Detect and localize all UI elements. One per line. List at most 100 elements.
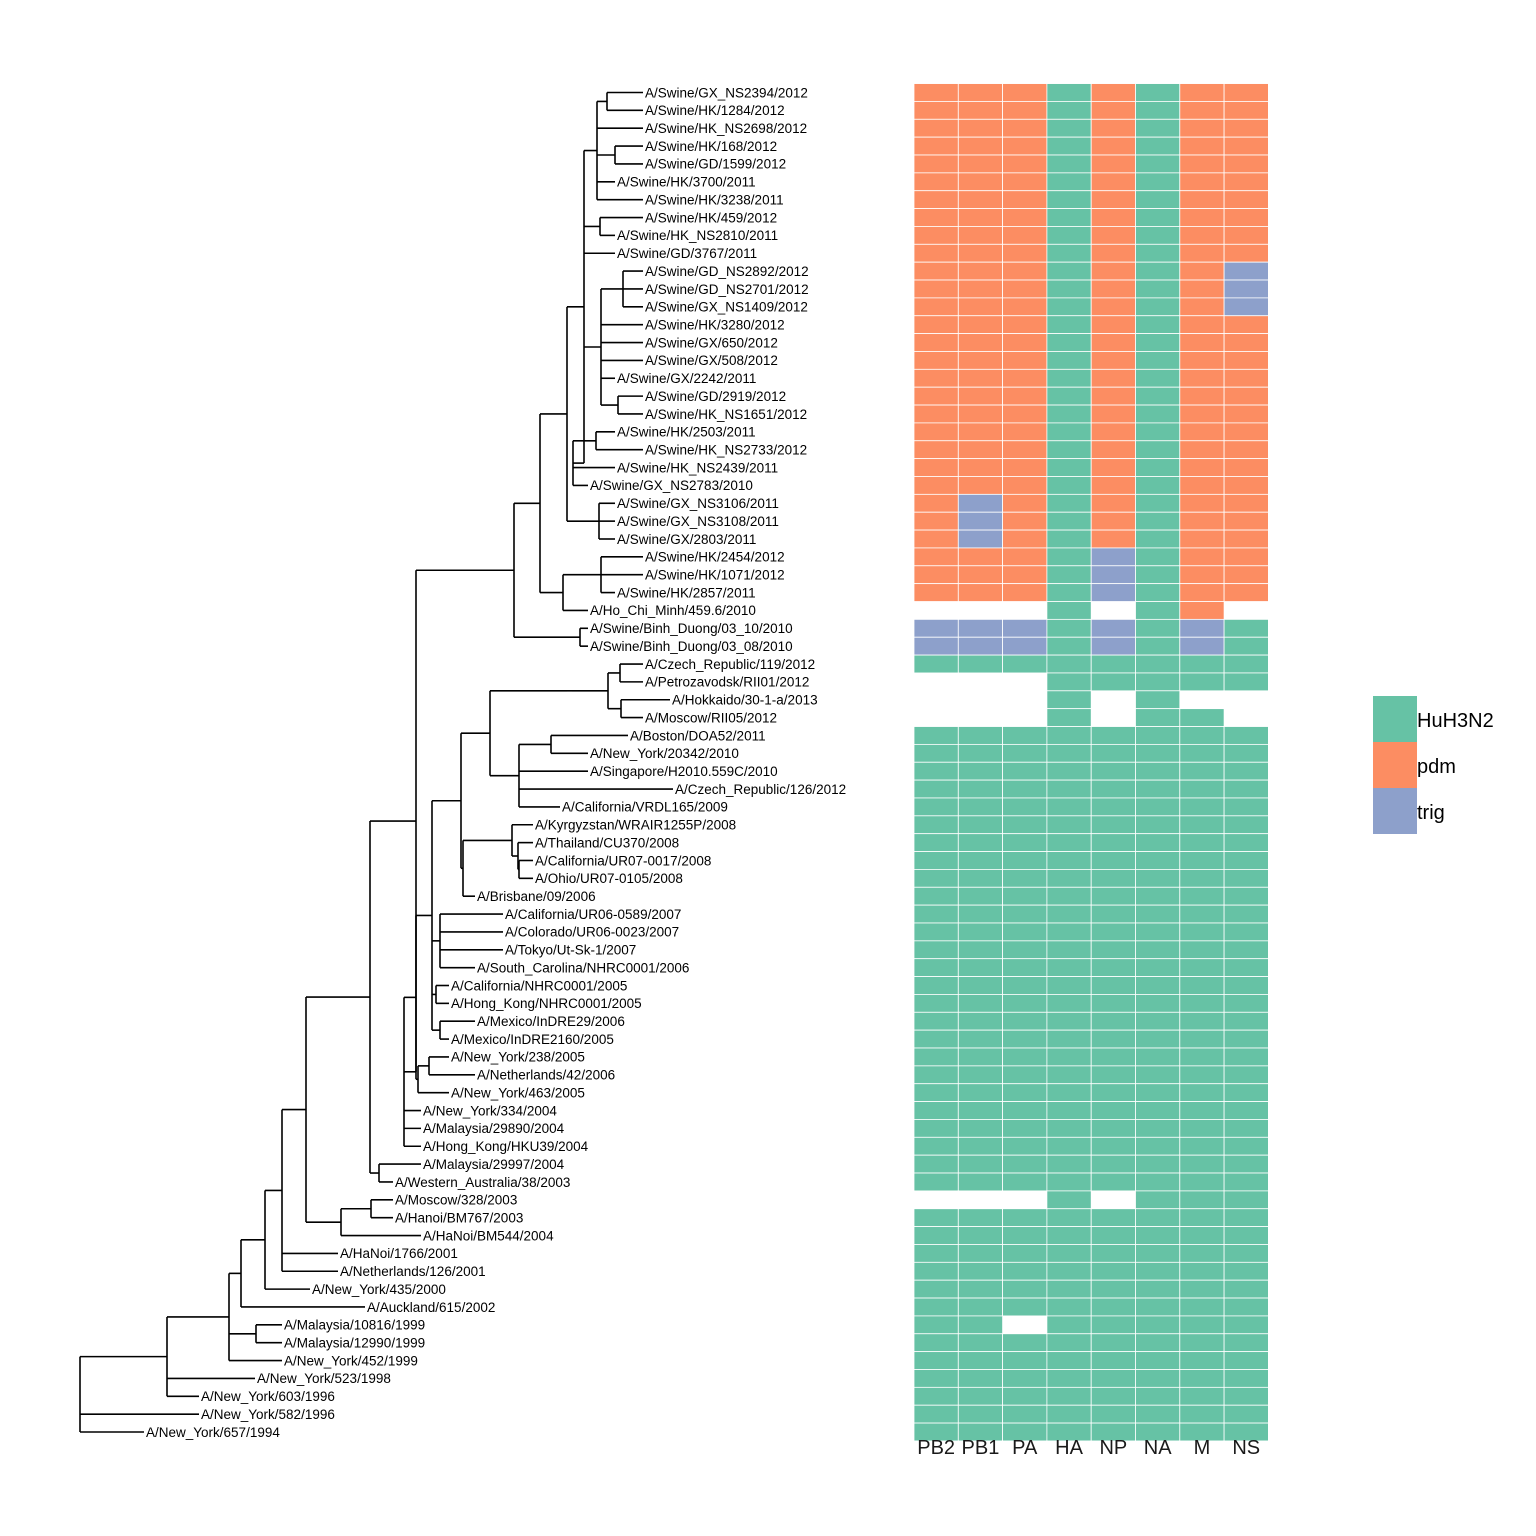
heatmap-cell <box>957 1261 1003 1281</box>
heatmap-cell <box>1002 83 1048 102</box>
tip-label: A/Swine/HK/3280/2012 <box>645 317 785 332</box>
heatmap-cell <box>913 779 959 799</box>
heatmap-cell <box>1135 297 1181 317</box>
heatmap-cell <box>1179 1297 1225 1317</box>
heatmap-cell <box>1179 547 1225 567</box>
tip-label: A/Brisbane/09/2006 <box>477 889 596 904</box>
heatmap-cell <box>1002 1172 1048 1192</box>
heatmap-cell <box>1090 583 1136 602</box>
heatmap-cell <box>1135 1333 1181 1353</box>
heatmap-cell <box>1223 493 1269 513</box>
heatmap-cell <box>913 1261 959 1281</box>
heatmap-cell <box>1223 940 1269 960</box>
heatmap-cell <box>1179 190 1225 209</box>
heatmap-cell <box>1090 1386 1136 1406</box>
heatmap-cell <box>957 743 1003 763</box>
heatmap-cell <box>1046 815 1092 835</box>
heatmap-cell <box>1002 636 1048 656</box>
heatmap-cell <box>1046 1315 1092 1335</box>
heatmap-cell <box>1046 1065 1092 1085</box>
heatmap-cell <box>1223 190 1269 209</box>
heatmap-cell <box>1090 404 1136 424</box>
heatmap-cell <box>1002 1333 1048 1353</box>
heatmap-cell <box>1046 922 1092 942</box>
heatmap-cell <box>913 1029 959 1049</box>
heatmap-cell <box>1135 368 1181 388</box>
heatmap-cell <box>1002 958 1048 977</box>
heatmap-cell <box>1135 208 1181 227</box>
heatmap-cell <box>1002 101 1048 120</box>
heatmap-cell <box>1090 994 1136 1013</box>
tip-label: A/HaNoi/BM544/2004 <box>423 1228 554 1243</box>
tip-label: A/Swine/GX/2242/2011 <box>617 371 756 386</box>
heatmap-cell <box>1179 1065 1225 1085</box>
tip-label: A/Netherlands/126/2001 <box>340 1264 486 1279</box>
heatmap-cell <box>1090 208 1136 227</box>
segment-heatmap <box>913 83 1269 1442</box>
heatmap-cell <box>957 1369 1003 1388</box>
heatmap-cell <box>1179 976 1225 995</box>
heatmap-cell <box>1002 1083 1048 1102</box>
heatmap-cell <box>1223 1297 1269 1317</box>
heatmap-cell <box>1223 297 1269 317</box>
heatmap-cell <box>913 1065 959 1085</box>
tip-label: A/Malaysia/12990/1999 <box>284 1336 425 1351</box>
heatmap-cell <box>1090 1029 1136 1049</box>
tip-label: A/Swine/HK_NS1651/2012 <box>645 407 807 422</box>
heatmap-cell <box>957 1154 1003 1174</box>
heatmap-cell <box>1046 118 1092 138</box>
tip-label: A/Mexico/InDRE29/2006 <box>477 1014 625 1029</box>
tip-label: A/New_York/20342/2010 <box>590 746 739 761</box>
heatmap-cell <box>957 833 1003 852</box>
tip-label: A/Czech_Republic/119/2012 <box>645 657 815 672</box>
heatmap-cell <box>957 761 1003 781</box>
tip-label: A/Swine/HK/1071/2012 <box>645 568 785 583</box>
heatmap-cell <box>957 958 1003 977</box>
phylogenetic-tree <box>79 91 673 1433</box>
tip-label: A/Swine/GX_NS1409/2012 <box>645 300 808 315</box>
heatmap-cell <box>1135 1315 1181 1335</box>
heatmap-cell <box>1046 1386 1092 1406</box>
heatmap-cell <box>1135 154 1181 174</box>
heatmap-cell <box>957 172 1003 192</box>
tip-label: A/Hong_Kong/HKU39/2004 <box>423 1139 589 1154</box>
tip-label: A/Petrozavodsk/RII01/2012 <box>645 675 809 690</box>
heatmap-cell <box>1135 708 1181 727</box>
heatmap-cell <box>1090 1279 1136 1299</box>
tip-label: A/Swine/GX_NS3108/2011 <box>617 514 779 529</box>
heatmap-cell <box>913 297 959 317</box>
column-label-m: M <box>1194 1437 1211 1459</box>
heatmap-cell <box>1090 976 1136 995</box>
heatmap-cell <box>1090 779 1136 799</box>
heatmap-cell <box>1179 529 1225 549</box>
heatmap-cell <box>1223 476 1269 495</box>
tip-label: A/Swine/HK/459/2012 <box>645 210 777 225</box>
heatmap-cell <box>1002 368 1048 388</box>
heatmap-cell <box>1135 172 1181 192</box>
heatmap-cell <box>1046 190 1092 209</box>
heatmap-cell <box>1179 440 1225 460</box>
heatmap-cell <box>1179 1244 1225 1263</box>
heatmap-cell <box>913 904 959 924</box>
heatmap-cell <box>957 1065 1003 1085</box>
tip-label: A/Malaysia/29890/2004 <box>423 1121 565 1136</box>
column-label-ns: NS <box>1232 1437 1260 1459</box>
heatmap-cell <box>1135 869 1181 888</box>
heatmap-cell <box>1135 922 1181 942</box>
tip-label: A/Colorado/UR06-0023/2007 <box>505 925 679 940</box>
heatmap-cell <box>1090 529 1136 549</box>
heatmap-cell <box>1090 726 1136 745</box>
column-label-na: NA <box>1144 1437 1172 1459</box>
tip-label: A/Swine/GX/2803/2011 <box>617 532 756 547</box>
heatmap-cell <box>913 368 959 388</box>
heatmap-cell <box>1046 83 1092 102</box>
heatmap-cell <box>1135 1279 1181 1299</box>
heatmap-cell <box>1223 511 1269 531</box>
tip-label: A/Hanoi/BM767/2003 <box>395 1210 523 1225</box>
heatmap-cell <box>957 386 1003 406</box>
heatmap-cell <box>957 797 1003 817</box>
heatmap-cell <box>1179 851 1225 870</box>
heatmap-cell <box>913 565 959 585</box>
heatmap-cell <box>913 654 959 674</box>
